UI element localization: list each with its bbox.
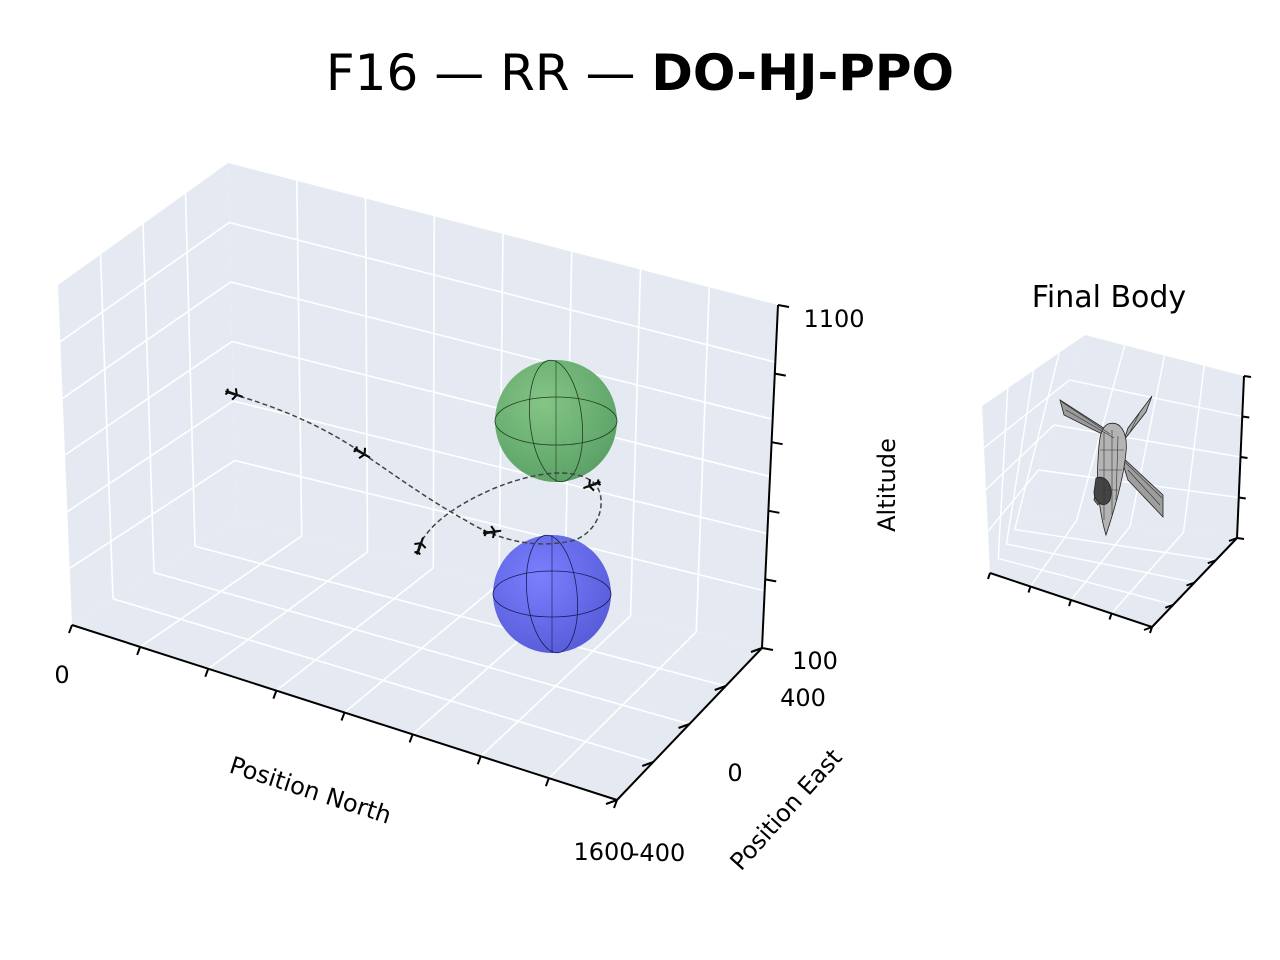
body-pane-floor (990, 515, 1237, 627)
final-body-axes: Final Body (982, 280, 1252, 634)
body-grid-line (983, 379, 1070, 449)
y-tick-label-0: 0 (727, 759, 742, 787)
f16-body-mesh (1059, 395, 1164, 537)
body-grid-line (1014, 352, 1060, 530)
body-y-tick (1207, 559, 1217, 565)
trajectory-path (231, 393, 602, 549)
body-grid-line (1005, 370, 1035, 545)
body-z-tick (1243, 375, 1252, 378)
pane-left (58, 163, 236, 625)
body-z-tick (1238, 496, 1246, 500)
title-part1: F16 — RR — (325, 44, 652, 102)
z-tick (777, 304, 790, 308)
x-tick (204, 668, 210, 678)
z-tick (771, 441, 783, 446)
body-grid-line (1053, 424, 1241, 458)
body-grid (983, 345, 1243, 614)
y-tick (750, 647, 763, 653)
body-y-tick (1228, 537, 1238, 542)
x-tick (476, 755, 482, 765)
z-tick (774, 372, 786, 377)
z-axis-ticks (761, 304, 790, 651)
z-tick-label-1100: 1100 (803, 305, 864, 333)
grid-line (230, 281, 773, 421)
x-tick (544, 777, 550, 787)
z-axis-label: Altitude (873, 438, 901, 532)
y-axis-label: Position East (725, 743, 848, 875)
grid-line (184, 193, 196, 547)
z-tick (768, 509, 780, 514)
grid-line (153, 571, 690, 725)
grid-line (234, 459, 765, 592)
z-axis-line (761, 304, 779, 649)
body-x-tick (1108, 613, 1113, 620)
body-y-tick (1186, 581, 1195, 587)
green-sphere (494, 359, 618, 483)
y-tick (605, 799, 618, 805)
x-axis-ticks (68, 624, 618, 809)
z-tick-label-100: 100 (792, 647, 838, 675)
body-y-tick (1164, 603, 1174, 609)
body-x-tick (987, 572, 991, 580)
x-axis-label: Position North (226, 751, 395, 830)
x-tick (340, 712, 346, 721)
body-axis-ticks (987, 375, 1252, 634)
final-body-title: Final Body (1032, 280, 1186, 315)
grid-line (99, 254, 114, 599)
x-tick (272, 690, 278, 699)
x-tick (136, 646, 142, 656)
grid-line (112, 597, 654, 763)
figure-title: F16 — RR — DO-HJ-PPO (0, 42, 1280, 104)
x-tick (68, 624, 73, 634)
z-tick (765, 578, 777, 583)
grid-line (142, 223, 155, 573)
grid-line (194, 545, 726, 687)
y-tick (678, 723, 690, 729)
body-y-tick (1143, 626, 1153, 631)
body-grid-line (1006, 543, 1195, 584)
title-part2: DO-HJ-PPO (651, 44, 955, 102)
blue-sphere (492, 534, 612, 654)
x-tick (613, 799, 618, 809)
x-tick (408, 734, 414, 743)
body-grid-line (1110, 531, 1185, 614)
body-z-tick (1242, 415, 1250, 419)
body-grid-line (1182, 365, 1205, 533)
body-x-tick (1068, 599, 1072, 607)
body-grid-line (1069, 379, 1243, 418)
z-tick (761, 647, 774, 651)
body-x-tick (1149, 626, 1153, 634)
body-z-tick (1240, 456, 1248, 459)
body-z-tick (1236, 537, 1245, 540)
pane-floor (72, 520, 762, 800)
y-tick (641, 761, 654, 767)
x-tick-label-1600: 1600 (573, 838, 634, 866)
grid-line (233, 400, 768, 535)
grid-line (229, 221, 776, 363)
y-tick (714, 685, 727, 691)
body-x-tick (1027, 586, 1032, 593)
main-3d-axes: 0 1600 Position North -400 0 400 Positio… (54, 163, 901, 876)
y-axis-ticks (605, 647, 763, 805)
y-tick-label-neg400: -400 (631, 839, 685, 867)
y-tick-label-400: 400 (780, 684, 826, 712)
body-grid-line (1014, 528, 1216, 561)
x-tick-label-0: 0 (54, 661, 69, 689)
